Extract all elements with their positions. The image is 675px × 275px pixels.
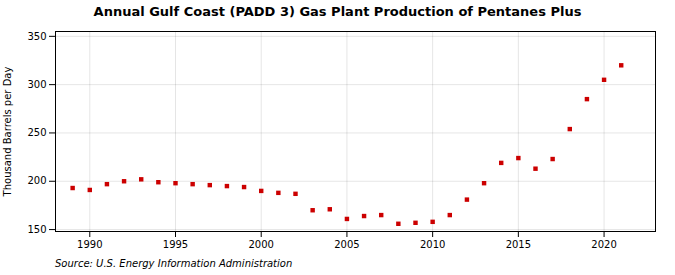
svg-text:2020: 2020 [591,239,616,250]
svg-text:150: 150 [27,224,46,235]
svg-text:1990: 1990 [77,239,102,250]
svg-text:250: 250 [27,127,46,138]
svg-text:350: 350 [27,31,46,42]
html-text:Annual Gulf Coast (PADD 3) Gas: Annual Gulf Coast (PADD 3) Gas Plant Pro… [93,4,582,19]
svg-text:2015: 2015 [506,239,531,250]
svg-text:2000: 2000 [248,239,273,250]
svg-text:2005: 2005 [334,239,359,250]
svg-text:2010: 2010 [420,239,445,250]
svg-text:300: 300 [27,79,46,90]
svg-text:200: 200 [27,175,46,186]
svg-text:1995: 1995 [163,239,188,250]
html-text:Source: U.S. Energy Informatio: Source: U.S. Energy Information Administ… [55,258,293,269]
svg-text:Thousand Barrels per Day: Thousand Barrels per Day [2,67,13,198]
